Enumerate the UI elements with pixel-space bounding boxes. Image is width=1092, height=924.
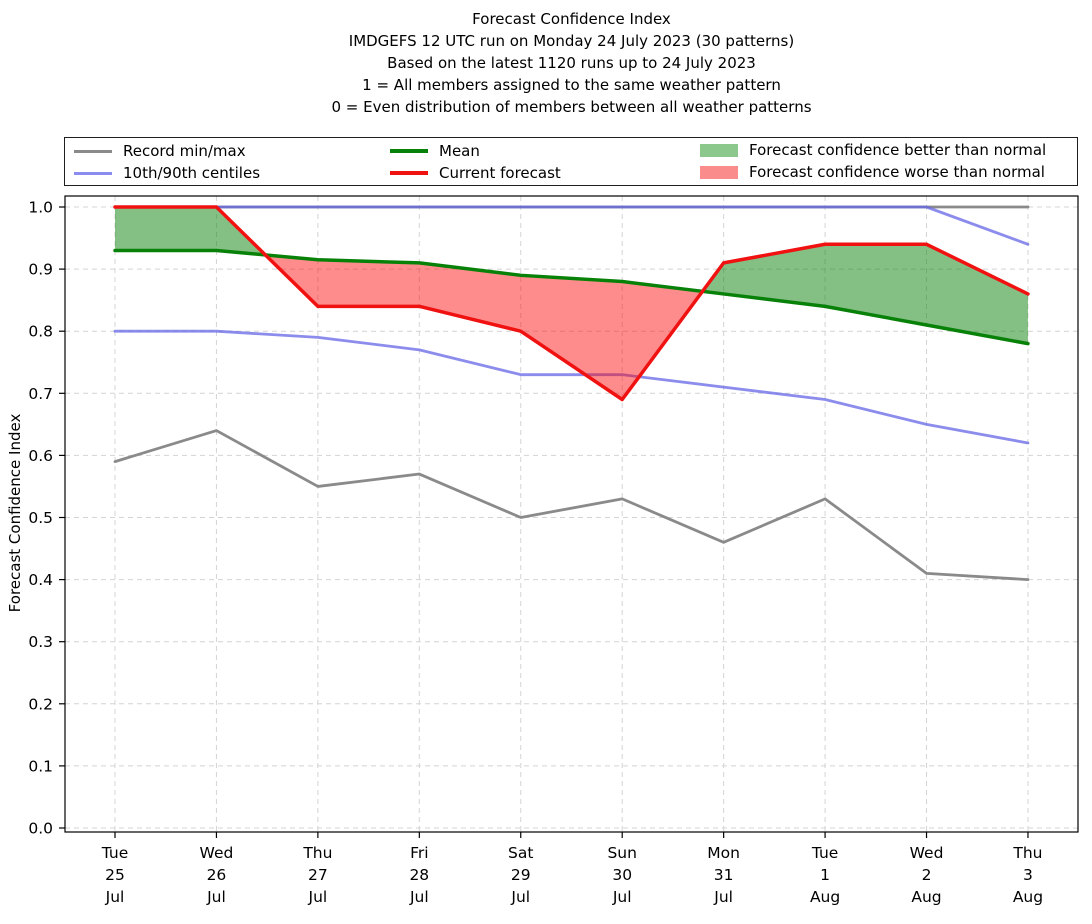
x-tick-label: Fri 28 Jul [409,844,429,906]
x-tick-label: Tue 1 Aug [810,844,840,906]
plot-border [64,195,1079,833]
legend-item-mean: Mean [390,142,480,160]
chart-subtitle-note-0: 0 = Even distribution of members between… [331,98,812,116]
legend-item-record-minmax: Record min/max [74,142,246,160]
legend-label: Current forecast [439,164,561,182]
legend: Record min/max 10th/90th centiles Mean C… [64,137,1078,186]
y-tick-label: 0.8 [28,323,53,341]
fill-better-than-normal [702,244,1028,344]
centiles-line-swatch [74,171,112,175]
x-tick-label: Sat 29 Jul [508,844,533,906]
chart-subtitle-note-1: 1 = All members assigned to the same wea… [362,76,781,94]
legend-label: Forecast confidence better than normal [749,141,1047,159]
worse-patch-swatch [700,165,738,179]
legend-label: Mean [439,142,480,160]
current-forecast-line-swatch [390,171,428,175]
legend-item-centiles: 10th/90th centiles [74,164,260,182]
chart-title: Forecast Confidence Index [472,10,671,28]
y-tick-label: 0.4 [28,571,53,589]
y-tick-label: 0.2 [28,695,53,713]
y-tick-label: 0.3 [28,633,53,651]
series-current-forecast [113,205,1030,402]
mean-line-swatch [390,149,428,153]
x-tick-label: Wed 26 Jul [200,844,234,906]
legend-item-current-forecast: Current forecast [390,164,561,182]
chart-subtitle-basis: Based on the latest 1120 runs up to 24 J… [387,54,756,72]
legend-label: Record min/max [123,142,246,160]
legend-label: Forecast confidence worse than normal [749,163,1045,181]
x-tick-label: Mon 31 Jul [707,844,740,906]
fill-worse-than-normal [265,254,703,400]
x-tick-label: Thu 27 Jul [302,844,332,906]
y-tick-label: 0.6 [28,447,53,465]
y-tick-label: 0.5 [28,509,53,527]
record-minmax-line-swatch [74,149,112,153]
y-tick-label: 0.1 [28,757,53,775]
legend-item-better-than-normal: Forecast confidence better than normal [700,141,1046,159]
series-centile-90th [113,205,1030,246]
x-tick-label: Thu 3 Aug [1012,844,1043,906]
x-tick-label: Wed 2 Aug [910,844,944,906]
legend-label: 10th/90th centiles [123,164,261,182]
x-tick-label: Sun 30 Jul [607,844,637,906]
chart-subtitle-run: IMDGEFS 12 UTC run on Monday 24 July 202… [348,32,795,50]
y-tick-label: 1.0 [28,199,53,217]
chart-title-block: Forecast Confidence Index IMDGEFS 12 UTC… [65,8,1078,118]
x-tick-label: Tue 25 Jul [101,844,128,906]
better-patch-swatch [700,143,738,157]
legend-item-worse-than-normal: Forecast confidence worse than normal [700,163,1045,181]
y-tick-label: 0.0 [28,820,53,838]
y-tick-label: 0.9 [28,261,53,279]
series-centile-10th [113,329,1030,445]
y-tick-label: 0.7 [28,385,53,403]
series-record-min [113,429,1030,581]
